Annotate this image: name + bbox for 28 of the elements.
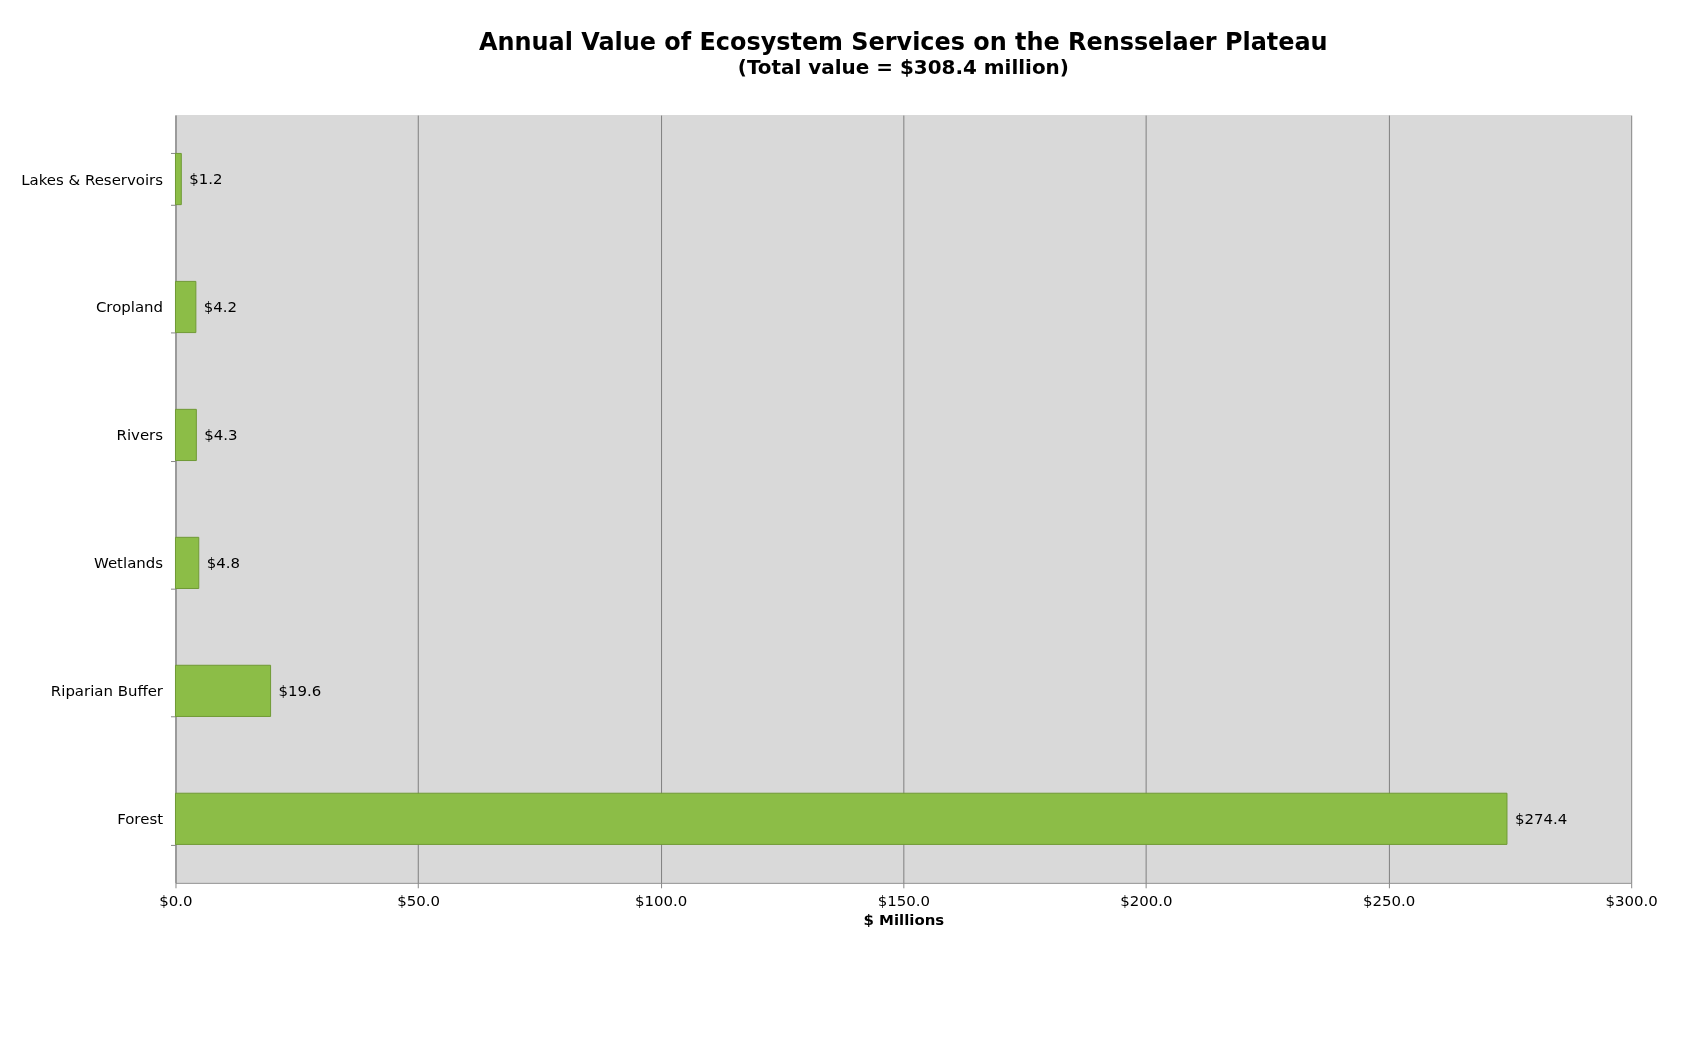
data-label: $274.4 [1514,809,1568,828]
data-label: $1.2 [189,170,223,189]
y-tick-label: Wetlands [94,554,164,573]
x-axis-title: $ Millions [863,911,945,930]
bar [174,152,182,206]
x-tick-label: $300.0 [1605,892,1658,911]
bar [174,536,200,589]
y-tick-label: Rivers [116,426,164,445]
y-tick-label: Cropland [95,298,164,317]
data-label: $4.2 [203,297,238,316]
x-tick-label: $50.0 [397,892,440,911]
x-tick-label: $0.0 [159,892,193,911]
x-tick-label: $250.0 [1362,892,1416,911]
x-tick-label: $200.0 [1120,892,1173,911]
chart-title: Annual Value of Ecosystem Services on the Rensselaer Plateau [479,28,1328,57]
x-tick-label: $100.0 [635,892,688,911]
data-label: $4.8 [206,553,241,572]
bar [174,664,272,717]
bar [174,280,197,334]
data-label: $4.3 [204,425,238,444]
chart-subtitle: (Total value = $308.4 million) [737,55,1069,80]
bar [174,792,1508,845]
y-tick-label: Lakes & Reservoirs [21,170,164,189]
data-label: $19.6 [278,681,322,700]
y-tick-label: Forest [117,810,164,829]
x-tick-label: $150.0 [877,892,930,911]
bar [174,408,197,462]
y-tick-label: Riparian Buffer [50,682,164,701]
